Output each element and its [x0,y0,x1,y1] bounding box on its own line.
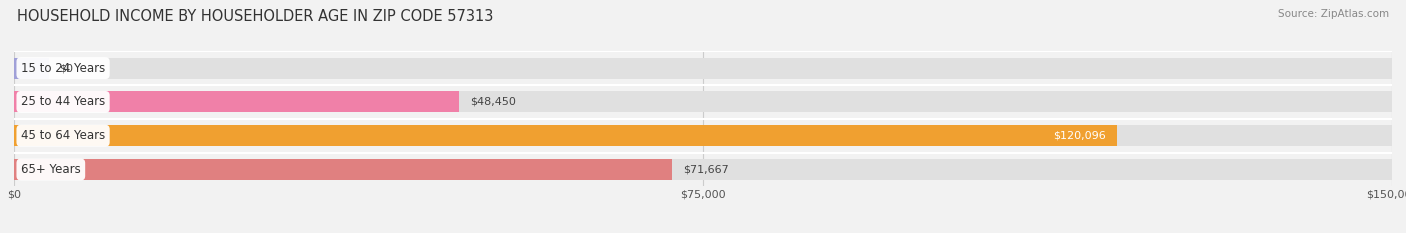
Bar [14,92,460,112]
Bar [14,58,48,79]
Text: HOUSEHOLD INCOME BY HOUSEHOLDER AGE IN ZIP CODE 57313: HOUSEHOLD INCOME BY HOUSEHOLDER AGE IN Z… [17,9,494,24]
Text: $120,096: $120,096 [1053,131,1107,141]
Text: Source: ZipAtlas.com: Source: ZipAtlas.com [1278,9,1389,19]
Text: 65+ Years: 65+ Years [21,163,80,176]
Bar [14,125,1118,146]
Text: 15 to 24 Years: 15 to 24 Years [21,62,105,75]
Text: 25 to 44 Years: 25 to 44 Years [21,96,105,108]
Bar [14,92,1392,112]
Bar [14,58,1392,79]
Bar [14,125,1392,146]
Text: $71,667: $71,667 [683,164,730,175]
Text: $48,450: $48,450 [470,97,516,107]
Bar [14,159,672,180]
Text: 45 to 64 Years: 45 to 64 Years [21,129,105,142]
Bar [14,159,1392,180]
Text: $0: $0 [59,63,73,73]
